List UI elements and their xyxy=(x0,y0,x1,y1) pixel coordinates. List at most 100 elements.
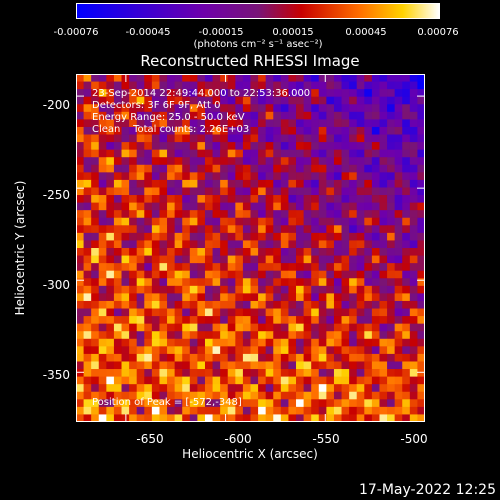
timestamp: 17-May-2022 12:25 xyxy=(358,482,496,498)
heatmap-cell xyxy=(167,89,176,98)
heatmap-cell xyxy=(326,195,335,204)
heatmap-cell xyxy=(326,391,335,400)
heatmap-cell xyxy=(76,164,84,173)
heatmap-cell xyxy=(129,406,138,415)
heatmap-cell xyxy=(326,164,335,173)
heatmap-cell xyxy=(356,338,365,347)
heatmap-cell xyxy=(288,384,297,393)
heatmap-cell xyxy=(273,179,282,188)
heatmap-cell xyxy=(174,278,183,287)
heatmap-cell xyxy=(394,119,403,128)
heatmap-cell xyxy=(136,323,145,332)
heatmap-cell xyxy=(189,308,198,317)
heatmap-cell xyxy=(151,126,160,135)
heatmap-cell xyxy=(76,89,84,98)
heatmap-cell xyxy=(371,346,380,355)
heatmap-cell xyxy=(371,74,380,82)
x-tick-label: -550 xyxy=(312,432,340,446)
heatmap-cell xyxy=(280,119,289,128)
heatmap-cell xyxy=(144,406,153,415)
heatmap-cell xyxy=(409,104,418,113)
heatmap-cell xyxy=(303,74,312,82)
heatmap-cell xyxy=(204,195,213,204)
heatmap-cell xyxy=(409,232,418,241)
heatmap-cell xyxy=(288,149,297,158)
heatmap-cell xyxy=(333,81,342,90)
heatmap-cell xyxy=(409,346,418,355)
heatmap-cell xyxy=(144,346,153,355)
heatmap-cell xyxy=(288,74,297,82)
heatmap-cell xyxy=(318,134,327,143)
heatmap-cell xyxy=(167,414,176,422)
heatmap-cell xyxy=(242,323,251,332)
heatmap-cell xyxy=(371,126,380,135)
heatmap-cell xyxy=(204,263,213,272)
heatmap-cell xyxy=(258,134,267,143)
heatmap-cell xyxy=(318,300,327,309)
heatmap-cell xyxy=(273,225,282,234)
heatmap-cell xyxy=(106,225,115,234)
heatmap-cell xyxy=(174,361,183,370)
heatmap-cell xyxy=(296,406,305,415)
heatmap-cell xyxy=(371,89,380,98)
heatmap-cell xyxy=(341,278,350,287)
heatmap-cell xyxy=(204,255,213,264)
heatmap-cell xyxy=(204,104,213,113)
heatmap-cell xyxy=(379,164,388,173)
heatmap-cell xyxy=(402,202,411,211)
heatmap-cell xyxy=(212,353,221,362)
heatmap-cell xyxy=(296,353,305,362)
heatmap-cell xyxy=(341,353,350,362)
heatmap-cell xyxy=(311,240,320,249)
heatmap-cell xyxy=(235,384,244,393)
heatmap-cell xyxy=(356,142,365,151)
heatmap-cell xyxy=(265,89,274,98)
heatmap-cell xyxy=(98,240,107,249)
heatmap-cell xyxy=(242,278,251,287)
heatmap-cell xyxy=(227,195,236,204)
heatmap-cell xyxy=(349,74,358,82)
heatmap-cell xyxy=(318,119,327,128)
heatmap-cell xyxy=(349,391,358,400)
heatmap-cell xyxy=(174,331,183,340)
heatmap-cell xyxy=(242,157,251,166)
heatmap-cell xyxy=(341,164,350,173)
heatmap-cell xyxy=(159,225,168,234)
heatmap-cell xyxy=(303,270,312,279)
heatmap-cell xyxy=(296,384,305,393)
heatmap-cell xyxy=(174,149,183,158)
colorbar-unit: (photons cm⁻² s⁻¹ asec⁻²) xyxy=(193,39,323,50)
heatmap-cell xyxy=(83,263,92,272)
heatmap-cell xyxy=(106,399,115,408)
heatmap-cell xyxy=(106,142,115,151)
heatmap-cell xyxy=(113,111,122,120)
heatmap-cell xyxy=(273,376,282,385)
colorbar-tick: 0.00076 xyxy=(417,27,459,38)
heatmap-cell xyxy=(273,270,282,279)
heatmap-cell xyxy=(167,255,176,264)
heatmap-cell xyxy=(197,323,206,332)
heatmap-cell xyxy=(235,81,244,90)
heatmap-cell xyxy=(91,142,100,151)
heatmap-cell xyxy=(235,96,244,105)
heatmap-cell xyxy=(280,255,289,264)
heatmap-cell xyxy=(280,179,289,188)
heatmap-cell xyxy=(371,278,380,287)
heatmap-cell xyxy=(136,308,145,317)
heatmap-cell xyxy=(356,414,365,422)
heatmap-cell xyxy=(280,361,289,370)
heatmap-cell xyxy=(197,134,206,143)
heatmap-cell xyxy=(144,217,153,226)
heatmap-cell xyxy=(235,369,244,378)
heatmap-cell xyxy=(136,391,145,400)
heatmap-cell xyxy=(394,149,403,158)
heatmap-cell xyxy=(174,391,183,400)
heatmap-cell xyxy=(250,74,259,82)
heatmap-cell xyxy=(220,111,229,120)
heatmap-cell xyxy=(356,406,365,415)
heatmap-cell xyxy=(235,195,244,204)
heatmap-cell xyxy=(371,104,380,113)
heatmap-cell xyxy=(197,232,206,241)
heatmap-cell xyxy=(341,217,350,226)
heatmap-cell xyxy=(220,248,229,256)
